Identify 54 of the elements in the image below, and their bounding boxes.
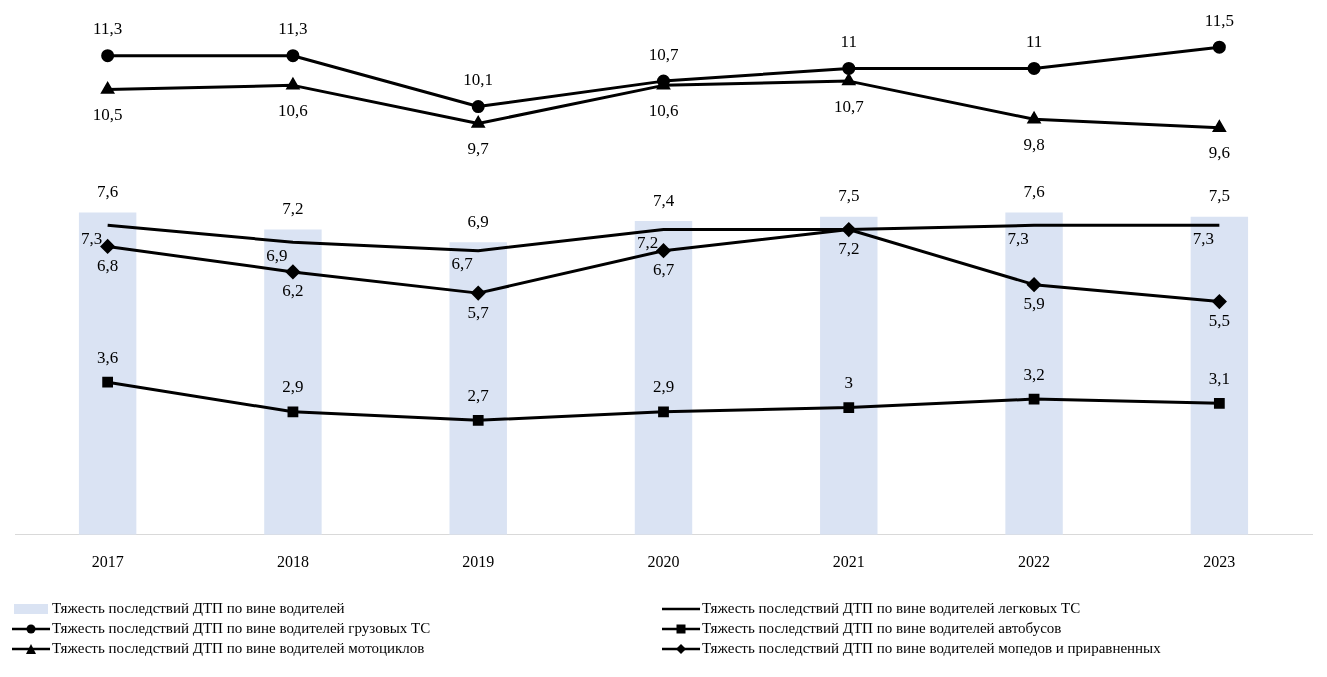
- data-label: 6,2: [282, 281, 304, 301]
- data-label: 5,5: [1208, 311, 1230, 331]
- data-label: 11: [840, 31, 857, 51]
- x-tick-label: 2019: [462, 552, 495, 570]
- data-label: 6,8: [97, 255, 119, 275]
- data-label: 3: [844, 373, 854, 393]
- data-label: 7,3: [1192, 228, 1214, 248]
- data-label: 10,7: [648, 44, 679, 64]
- data-label: 2,9: [652, 377, 675, 397]
- data-label: 5,7: [467, 302, 490, 322]
- legend-label: Тяжесть последствий ДТП по вине водителей легковых ТС: [702, 600, 1081, 617]
- data-label: 2,7: [467, 385, 490, 405]
- data-label: 5,9: [1023, 294, 1045, 314]
- data-label: 9,7: [467, 138, 490, 158]
- data-label: 10,6: [648, 100, 679, 120]
- data-label: 10,1: [463, 70, 494, 90]
- data-label: 7,2: [282, 198, 304, 218]
- data-label: 9,6: [1208, 143, 1230, 163]
- data-label: 6,7: [652, 260, 675, 280]
- x-tick-label: 2017: [91, 552, 124, 570]
- data-label: 3,2: [1023, 364, 1045, 384]
- data-label: 9,8: [1023, 134, 1045, 154]
- legend-label: Тяжесть последствий ДТП по вине водителей мопедов и приравненных: [702, 640, 1161, 657]
- data-label: 6,9: [266, 245, 288, 265]
- data-label: 7,5: [838, 186, 860, 206]
- data-label: 7,2: [838, 238, 860, 258]
- x-tick-label: 2021: [832, 552, 865, 570]
- data-label: 6,7: [451, 254, 474, 274]
- data-label: 11,3: [278, 19, 308, 39]
- data-label: 7,3: [1007, 228, 1029, 248]
- data-label: 7,5: [1208, 186, 1230, 206]
- data-label: 7,4: [652, 190, 675, 210]
- data-label: 7,6: [97, 182, 119, 202]
- data-label: 10,5: [92, 105, 123, 125]
- data-label: 10,7: [833, 96, 865, 116]
- data-label: 11,3: [93, 19, 123, 39]
- legend-label: Тяжесть последствий ДТП по вине водителей: [52, 600, 345, 617]
- x-tick-label: 2023: [1203, 552, 1236, 570]
- data-label: 3,1: [1208, 368, 1230, 388]
- data-label: 7,2: [636, 232, 659, 252]
- legend-label: Тяжесть последствий ДТП по вине водителей автобусов: [702, 620, 1062, 637]
- legend-label: Тяжесть последствий ДТП по вине водителей мотоциклов: [52, 640, 425, 657]
- data-label: 11,5: [1204, 10, 1234, 30]
- legend-label: Тяжесть последствий ДТП по вине водителей грузовых ТС: [52, 620, 431, 637]
- x-tick-label: 2022: [1018, 552, 1051, 570]
- data-label: 7,3: [81, 228, 103, 248]
- data-label: 7,6: [1023, 182, 1045, 202]
- data-label: 2,9: [282, 377, 304, 397]
- data-label: 11: [1025, 31, 1043, 51]
- x-tick-label: 2018: [276, 552, 309, 570]
- data-label: 6,9: [467, 211, 489, 231]
- data-label: 10,6: [278, 100, 308, 120]
- data-label: 3,6: [97, 347, 119, 367]
- x-tick-label: 2020: [647, 552, 680, 570]
